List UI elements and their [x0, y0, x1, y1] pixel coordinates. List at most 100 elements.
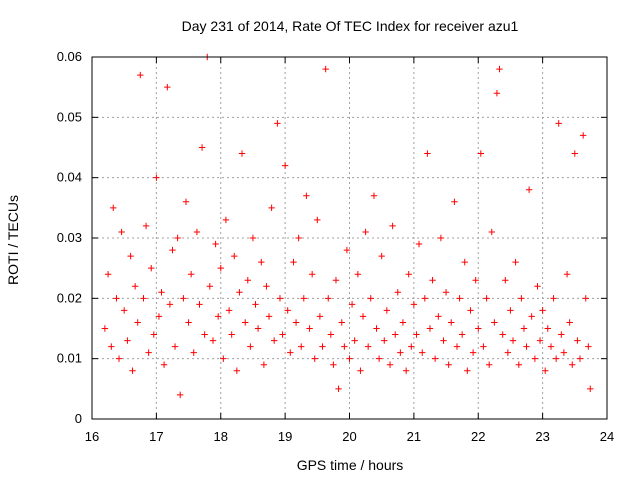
data-point: [413, 331, 420, 338]
data-point: [185, 319, 192, 326]
data-point: [268, 204, 275, 212]
data-point: [453, 343, 461, 350]
data-point: [314, 216, 321, 224]
data-point: [228, 331, 235, 338]
data-point: [373, 325, 380, 332]
data-point: [292, 319, 300, 326]
data-point: [370, 192, 378, 199]
data-point: [569, 361, 576, 368]
points-layer: [101, 53, 594, 399]
data-point: [198, 144, 206, 151]
data-point: [451, 198, 458, 205]
data-point: [574, 337, 581, 344]
data-point: [190, 349, 197, 356]
data-point: [499, 331, 506, 338]
data-point: [389, 222, 396, 230]
data-point: [448, 319, 455, 326]
data-point: [431, 355, 439, 362]
data-point: [214, 313, 222, 320]
data-point: [502, 277, 509, 284]
data-point: [442, 289, 450, 296]
data-point: [169, 246, 176, 254]
data-point: [338, 319, 345, 326]
data-point: [300, 295, 307, 302]
data-point: [238, 150, 246, 157]
data-point: [397, 349, 404, 356]
data-point: [493, 90, 501, 97]
data-point: [187, 271, 195, 278]
data-point: [563, 271, 571, 278]
data-point: [542, 367, 549, 374]
data-point: [274, 120, 281, 127]
data-point: [558, 331, 565, 338]
y-tick-label: 0.03: [57, 230, 82, 245]
data-point: [483, 295, 490, 302]
data-point: [399, 319, 407, 326]
data-point: [279, 331, 286, 338]
data-point: [464, 367, 471, 374]
data-point: [258, 258, 265, 266]
data-point: [316, 313, 324, 320]
data-point: [504, 349, 512, 356]
x-tick-label: 17: [149, 429, 163, 444]
data-point: [124, 337, 131, 344]
data-point: [222, 216, 230, 224]
data-point: [351, 337, 358, 344]
data-point: [375, 355, 383, 362]
data-point: [555, 120, 562, 127]
data-point: [206, 283, 214, 290]
data-point: [120, 307, 128, 314]
data-point: [166, 301, 174, 308]
data-point: [525, 186, 533, 193]
data-point: [113, 295, 120, 302]
data-point: [507, 307, 514, 314]
data-point: [394, 289, 401, 296]
data-point: [212, 240, 219, 248]
data-point: [335, 385, 342, 393]
data-point: [287, 349, 294, 356]
y-tick-label: 0: [75, 411, 82, 426]
data-point: [140, 295, 147, 302]
data-point: [249, 234, 257, 242]
data-point: [303, 192, 310, 199]
data-point: [265, 313, 273, 320]
data-point: [171, 343, 179, 350]
data-point: [523, 343, 530, 350]
chart-title: Day 231 of 2014, Rate Of TEC Index for r…: [182, 18, 519, 34]
data-point: [392, 331, 399, 338]
data-point: [348, 301, 356, 308]
data-point: [330, 361, 337, 368]
data-point: [585, 343, 592, 350]
data-point: [410, 301, 418, 308]
data-point: [467, 307, 474, 314]
data-point: [254, 325, 262, 332]
data-point: [306, 325, 313, 332]
data-point: [520, 325, 528, 332]
data-point: [367, 295, 374, 302]
data-point: [176, 391, 184, 399]
data-point: [415, 240, 423, 248]
data-point: [193, 228, 201, 236]
data-point: [456, 295, 463, 302]
data-point: [276, 295, 284, 302]
data-point: [108, 343, 115, 350]
data-point: [429, 277, 436, 284]
data-point: [155, 313, 163, 320]
data-point: [364, 343, 372, 350]
data-point: [477, 150, 485, 157]
data-point: [137, 71, 144, 79]
data-point: [158, 289, 165, 296]
data-point: [101, 325, 109, 332]
data-point: [247, 343, 254, 350]
data-point: [571, 150, 579, 157]
data-point: [118, 228, 125, 236]
data-point: [378, 252, 385, 260]
data-point: [196, 301, 203, 308]
ticks-layer: 16 17 18 19 20 21 22 23 24 0 0.01 0.02 0.03 0.04 0.05 0…: [57, 49, 615, 444]
data-point: [225, 307, 233, 314]
data-point: [308, 271, 316, 278]
data-point: [480, 343, 487, 350]
data-point: [531, 355, 539, 362]
data-point: [550, 295, 557, 302]
